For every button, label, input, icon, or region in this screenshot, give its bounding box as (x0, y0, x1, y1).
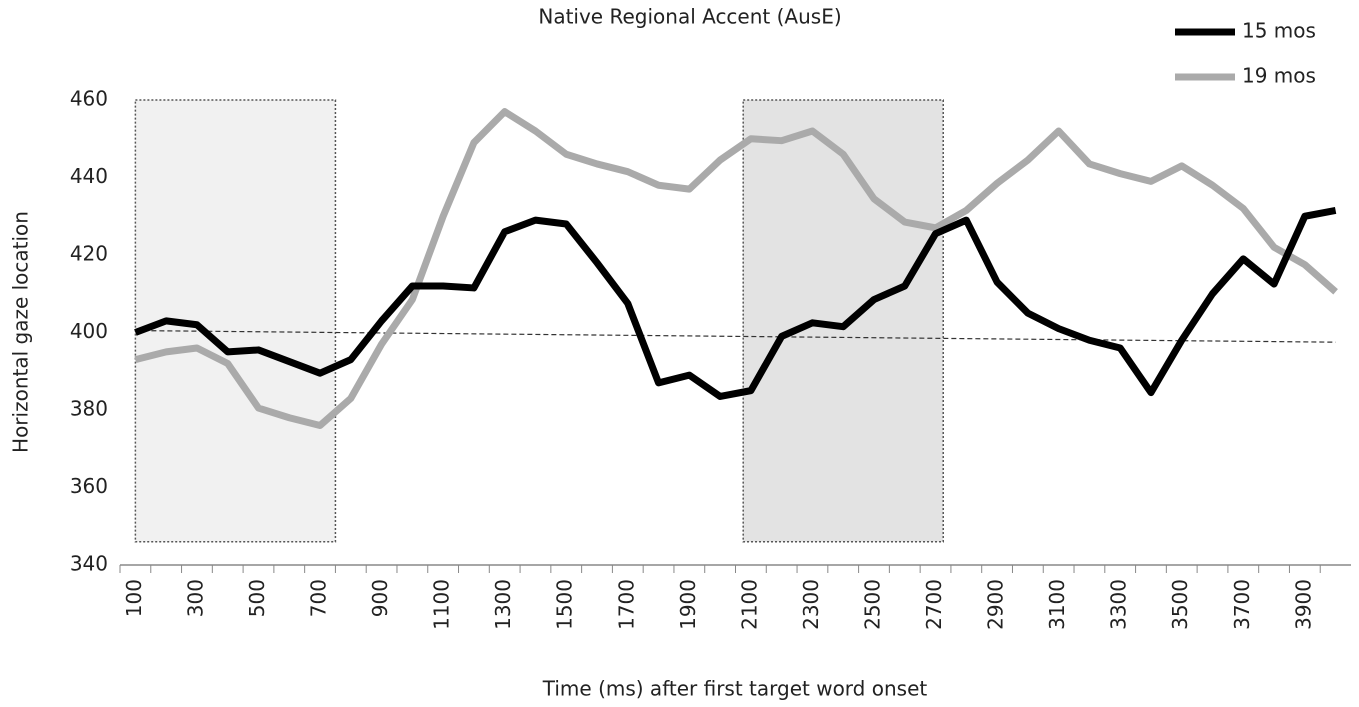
x-tick-label: 2100 (737, 579, 761, 630)
reference-line (135, 329, 1336, 343)
x-tick-label: 3100 (1045, 579, 1069, 630)
y-tick-label: 400 (70, 319, 108, 343)
legend-label: 15 mos (1242, 19, 1316, 43)
x-tick-label: 2300 (799, 579, 823, 630)
x-tick-label: 700 (307, 579, 331, 617)
x-tick-label: 2900 (984, 579, 1008, 630)
x-tick-label: 1100 (430, 579, 454, 630)
y-tick-label: 460 (70, 87, 108, 111)
x-tick-label: 1300 (491, 579, 515, 630)
x-tick-label: 1700 (614, 579, 638, 630)
series-line (134, 108, 1338, 429)
series-line (134, 206, 1337, 400)
y-tick-label: 360 (70, 474, 108, 498)
x-tick-label: 900 (368, 579, 392, 617)
y-tick-label: 440 (70, 164, 108, 188)
x-tick-label: 3900 (1291, 579, 1315, 630)
x-tick-label: 300 (183, 579, 207, 617)
x-tick-label: 3500 (1168, 579, 1192, 630)
y-tick-label: 420 (70, 242, 108, 266)
legend-label: 19 mos (1242, 64, 1316, 88)
chart-title: Native Regional Accent (AusE) (538, 5, 841, 29)
y-tick-label: 380 (70, 397, 108, 421)
x-tick-label: 2500 (860, 579, 884, 630)
x-axis-title: Time (ms) after first target word onset (542, 677, 928, 701)
y-tick-label: 340 (70, 552, 108, 576)
x-tick-label: 500 (245, 579, 269, 617)
x-tick-label: 1900 (676, 579, 700, 630)
x-tick-label: 3300 (1107, 579, 1131, 630)
x-tick-label: 3700 (1230, 579, 1254, 630)
x-tick-label: 2700 (922, 579, 946, 630)
x-tick-label: 1500 (553, 579, 577, 630)
y-axis-title: Horizontal gaze location (9, 211, 33, 453)
shaded-region (742, 99, 944, 543)
x-tick-label: 100 (122, 579, 146, 617)
